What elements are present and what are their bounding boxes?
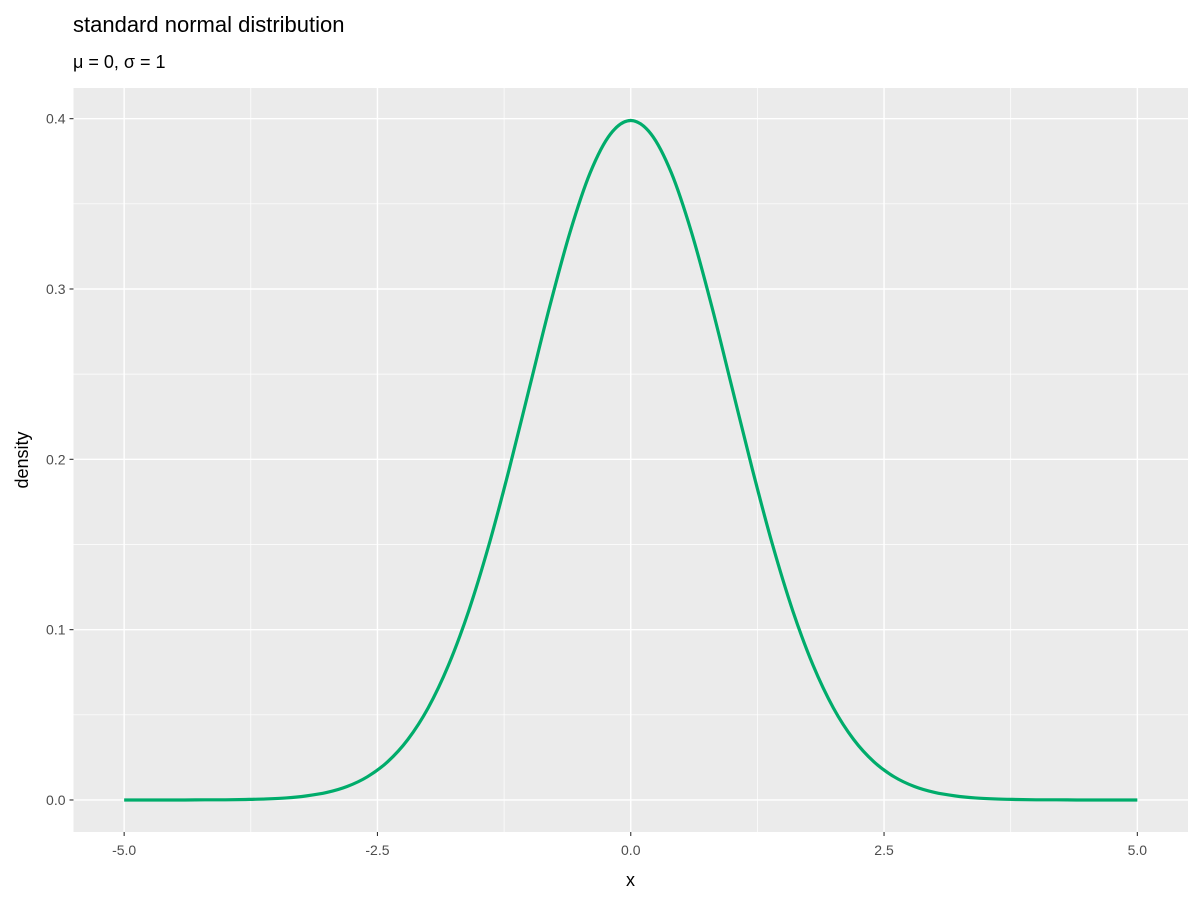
chart-title: standard normal distribution xyxy=(73,12,344,37)
axes: -5.0 -2.5 0.0 2.5 5.0 0.0 0.1 0.2 0.3 0.4 xyxy=(46,111,1147,858)
x-tick-label: 2.5 xyxy=(874,842,894,858)
chart-subtitle: μ = 0, σ = 1 xyxy=(73,52,166,72)
x-axis-label: x xyxy=(626,870,635,890)
y-tick-label: 0.0 xyxy=(46,792,66,808)
x-tick-label: 5.0 xyxy=(1128,842,1148,858)
x-tick-label: -2.5 xyxy=(365,842,389,858)
y-tick-label: 0.2 xyxy=(46,451,66,467)
y-tick-label: 0.4 xyxy=(46,111,66,127)
y-tick-label: 0.3 xyxy=(46,281,66,297)
y-tick-label: 0.1 xyxy=(46,622,66,638)
x-tick-label: -5.0 xyxy=(112,842,136,858)
density-line xyxy=(124,118,1138,802)
x-tick-label: 0.0 xyxy=(621,842,641,858)
y-axis-label: density xyxy=(12,431,32,488)
grid xyxy=(73,88,1188,832)
